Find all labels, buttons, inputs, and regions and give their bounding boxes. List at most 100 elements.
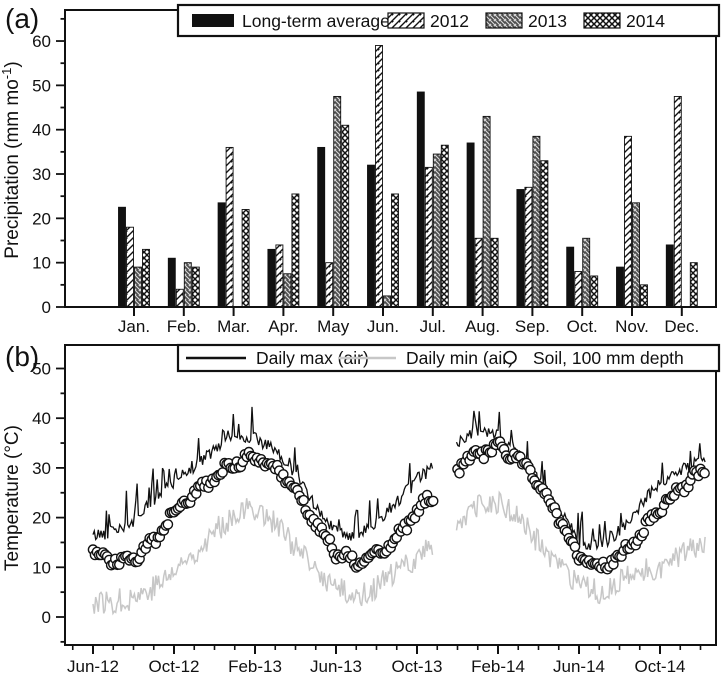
x-tick-label: Jun-14 xyxy=(553,657,605,676)
legend-label: 2012 xyxy=(430,11,469,31)
legend-swatch-avg xyxy=(192,14,234,27)
x-tick-label: Jun. xyxy=(367,317,399,336)
legend-swatch-2013 xyxy=(485,12,523,29)
plot-frame xyxy=(64,344,717,646)
bar-2014 xyxy=(590,275,599,308)
panel-a-letter: (a) xyxy=(5,3,40,34)
soil-point xyxy=(401,524,413,536)
x-tick-label: Dec. xyxy=(664,317,699,336)
y-tick-label: 60 xyxy=(32,32,51,51)
legend-label: Daily min (air) xyxy=(406,348,514,368)
bar-2012 xyxy=(624,135,632,308)
bar-2012 xyxy=(175,288,184,308)
x-tick-label: Aug. xyxy=(465,317,500,336)
bar-2012 xyxy=(424,166,433,308)
x-tick-label: Sep. xyxy=(515,317,550,336)
y-tick-label: 50 xyxy=(32,76,51,95)
x-tick-label: Jun-12 xyxy=(67,657,119,676)
y-tick-label: 20 xyxy=(32,509,51,528)
x-tick-label: Apr. xyxy=(268,317,298,336)
bar-long-term-average xyxy=(267,248,276,308)
legend-box xyxy=(176,343,721,373)
soil-point xyxy=(324,533,336,545)
bar-2012 xyxy=(673,95,682,308)
legend-swatch-2012 xyxy=(387,12,425,29)
daily-min-line xyxy=(92,490,706,616)
y-tick-label: 20 xyxy=(32,209,51,228)
legend-swatch-2014 xyxy=(583,12,621,29)
y-tick-label: 30 xyxy=(32,459,51,478)
y-axis-label: Precipitation (mm mo-1) xyxy=(0,61,23,258)
x-tick-label: Mar. xyxy=(217,317,250,336)
panel-b-letter: (b) xyxy=(5,341,40,372)
bar-2012 xyxy=(375,45,383,308)
soil-point xyxy=(569,541,581,553)
y-axis-label-end: ) xyxy=(2,61,23,67)
soil-point xyxy=(346,550,358,561)
x-tick-label: Feb-13 xyxy=(228,657,282,676)
legend-box xyxy=(176,3,721,38)
bar-2012 xyxy=(126,226,134,308)
legend-label: 2014 xyxy=(626,11,665,31)
bar-2014 xyxy=(341,124,350,308)
bar-long-term-average xyxy=(516,189,525,308)
y-tick-label: 0 xyxy=(42,608,51,627)
bar-2012 xyxy=(275,244,284,308)
x-tick-label: Nov. xyxy=(615,317,649,336)
bar-2012 xyxy=(574,271,583,308)
bar-2014 xyxy=(440,144,449,308)
bar-2012 xyxy=(474,237,483,308)
bar-2013 xyxy=(183,262,192,308)
y-axis-label: Temperature (°C) xyxy=(2,425,23,571)
bar-2013 xyxy=(632,202,640,308)
bar-long-term-average xyxy=(167,257,176,308)
y-tick-label: 40 xyxy=(32,409,51,428)
y-tick-label: 10 xyxy=(32,558,51,577)
x-tick-label: May xyxy=(317,317,350,336)
bar-2013 xyxy=(383,295,391,308)
bar-2014 xyxy=(640,284,648,308)
temperature-line-chart: 0 10 20 30 40 50 Jun-12 Oct-12 Feb-13 Jun-13 Oct-1… xyxy=(2,343,721,676)
bar-2013 xyxy=(134,266,142,308)
bar-long-term-average xyxy=(367,164,375,308)
x-tick-label: Jul. xyxy=(420,317,446,336)
bar-long-term-average xyxy=(566,246,575,308)
y-axis-label-text: Precipitation (mm mo xyxy=(2,79,23,259)
x-tick-label: Jun-13 xyxy=(310,657,362,676)
x-tick-label: Feb. xyxy=(167,317,201,336)
y-tick-label: 0 xyxy=(42,298,51,317)
bar-2014 xyxy=(191,266,200,308)
y-axis-label-sup: -1 xyxy=(0,68,14,80)
bar-long-term-average xyxy=(217,202,226,308)
bar-2014 xyxy=(241,209,250,308)
bar-2012 xyxy=(225,146,234,308)
bar-2014 xyxy=(391,193,399,308)
y-tick-label: 40 xyxy=(32,121,51,140)
daily-max-line xyxy=(92,406,706,551)
bar-long-term-average xyxy=(118,206,126,308)
plot-frame xyxy=(64,9,717,308)
bar-2013 xyxy=(482,115,491,308)
soil-point xyxy=(427,495,439,507)
x-tick-label: Oct. xyxy=(567,317,598,336)
bar-2013 xyxy=(333,95,342,308)
legend-label: Soil, 100 mm depth xyxy=(533,348,684,368)
soil-point xyxy=(454,467,465,479)
bar-2013 xyxy=(283,273,292,308)
legend-label: Long-term average xyxy=(242,11,390,31)
bar-2013 xyxy=(532,135,541,308)
legend-soil-circle-sample xyxy=(503,350,517,365)
legend-label: Daily max (air) xyxy=(256,348,369,368)
x-tick-label: Jan. xyxy=(118,317,150,336)
bar-2013 xyxy=(432,153,441,308)
bar-long-term-average xyxy=(616,266,624,308)
bar-2013 xyxy=(582,237,591,308)
bar-2014 xyxy=(291,193,300,308)
soil-point xyxy=(298,494,309,506)
bar-long-term-average xyxy=(665,244,674,308)
bar-2014 xyxy=(490,237,499,308)
soil-point xyxy=(551,507,563,519)
bar-2012 xyxy=(325,262,334,308)
bar-long-term-average xyxy=(317,146,326,308)
